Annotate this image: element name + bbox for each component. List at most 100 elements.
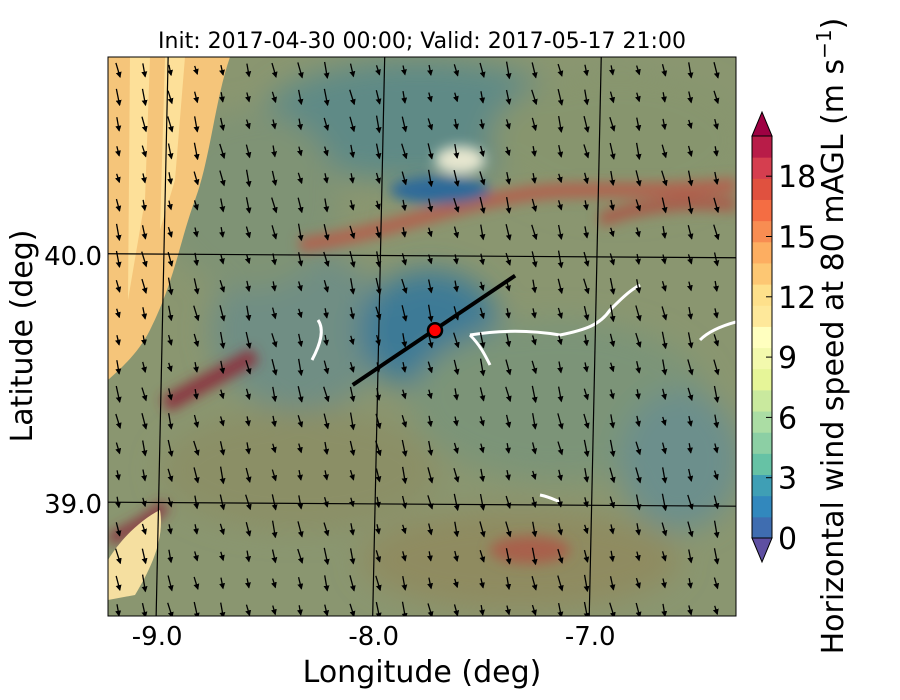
- wind-vector: [634, 92, 641, 103]
- x-tick-label-1: -8.0: [348, 622, 399, 652]
- wind-vector: [349, 307, 356, 320]
- wind-vector: [427, 523, 434, 536]
- wind-vector: [583, 64, 590, 77]
- wind-vector: [245, 169, 252, 188]
- wind-vector: [245, 305, 252, 322]
- wind-vector: [583, 574, 590, 593]
- wind-vector: [141, 602, 148, 616]
- colorbar-segment: [752, 347, 772, 370]
- wind-vector: [609, 277, 616, 295]
- colorbar-segment: [752, 220, 772, 243]
- colorbar-segment: [752, 157, 772, 179]
- wind-vector: [427, 169, 434, 188]
- wind-vector: [557, 523, 564, 536]
- wind-vector: [505, 308, 511, 319]
- wind-vector: [271, 549, 278, 564]
- wind-vector: [271, 197, 278, 214]
- wind-vector: [531, 335, 537, 346]
- wind-vector: [297, 172, 303, 185]
- plot-frame: [107, 56, 737, 617]
- wind-vector: [245, 197, 252, 214]
- wind-vector: [141, 469, 148, 482]
- wind-vector: [193, 467, 200, 484]
- wind-vector: [297, 281, 303, 292]
- wind-vector: [661, 197, 668, 214]
- wind-vector: [193, 305, 200, 322]
- wind-vector: [661, 225, 668, 239]
- wind-vector: [271, 578, 277, 589]
- colorbar-tick-label-1: 3: [778, 462, 797, 497]
- wind-vector: [375, 496, 381, 509]
- wind-vector: [349, 200, 355, 211]
- wind-vector: [583, 172, 589, 185]
- wind-vector: [245, 494, 252, 511]
- wind-vector: [401, 466, 408, 485]
- colorbar-tick-label-5: 15: [778, 221, 816, 256]
- wind-vector: [349, 548, 356, 565]
- wind-vector: [349, 603, 356, 616]
- wind-vector: [375, 65, 381, 76]
- wind-vector: [271, 62, 278, 78]
- wind-vector: [401, 414, 408, 428]
- wind-vector: [115, 279, 122, 293]
- colorbar-tick-label-3: 9: [778, 341, 797, 376]
- wind-vector: [297, 469, 303, 481]
- wind-vector: [453, 442, 459, 455]
- wind-vector: [635, 332, 642, 348]
- wind-vector: [219, 279, 226, 293]
- colorbar-label-close: ): [816, 18, 851, 30]
- wind-vector: [479, 416, 485, 427]
- wind-vector: [426, 227, 433, 238]
- wind-vector: [660, 254, 667, 265]
- wind-vector: [401, 199, 407, 212]
- wind-vector: [375, 575, 382, 592]
- colorbar-tick-label-6: 18: [778, 160, 816, 195]
- wind-vector: [583, 549, 590, 563]
- wind-vector: [245, 442, 252, 455]
- wind-vector: [661, 551, 667, 562]
- wind-vector: [661, 331, 668, 350]
- wind-vector: [349, 386, 356, 403]
- wind-vector: [193, 414, 200, 428]
- wind-vector: [479, 171, 486, 186]
- wind-vector: [219, 64, 225, 76]
- wind-vector: [453, 118, 459, 130]
- wind-vector: [557, 441, 564, 456]
- wind-vector: [452, 92, 459, 103]
- wind-vector: [635, 467, 642, 484]
- colorbar-tick-label-0: 0: [778, 522, 797, 557]
- wind-vector: [608, 227, 615, 238]
- wind-vector: [427, 304, 434, 323]
- wind-vector: [531, 547, 538, 566]
- wind-vector: [270, 281, 277, 292]
- wind-vector: [323, 198, 330, 213]
- wind-vector: [114, 173, 121, 184]
- wind-vector: [453, 64, 460, 77]
- wind-vector: [245, 226, 252, 239]
- colorbar-segment: [752, 284, 772, 306]
- wind-vector: [297, 577, 304, 590]
- wind-vector: [115, 117, 122, 132]
- wind-vector: [479, 196, 486, 214]
- wind-vector: [453, 332, 460, 349]
- wind-vector: [141, 173, 147, 184]
- wind-vector: [479, 91, 486, 104]
- wind-vector: [167, 334, 173, 346]
- wind-vector: [219, 226, 225, 238]
- wind-vector: [375, 468, 382, 483]
- wind-vector: [531, 117, 538, 132]
- colorbar-tick-label-2: 6: [778, 401, 797, 436]
- wind-vector: [141, 387, 148, 402]
- wind-vector: [193, 440, 200, 457]
- colorbar-segment: [752, 474, 772, 497]
- wind-vector: [713, 90, 720, 105]
- wind-vector: [375, 172, 381, 185]
- wind-vector: [478, 443, 485, 454]
- wind-vector: [167, 172, 174, 185]
- colorbar-frame: [751, 135, 773, 539]
- wind-vector: [375, 226, 382, 239]
- wind-vector: [609, 550, 615, 563]
- wind-vector: [609, 439, 616, 458]
- colorbar-extend-min: [751, 537, 773, 564]
- wind-vector: [453, 388, 460, 401]
